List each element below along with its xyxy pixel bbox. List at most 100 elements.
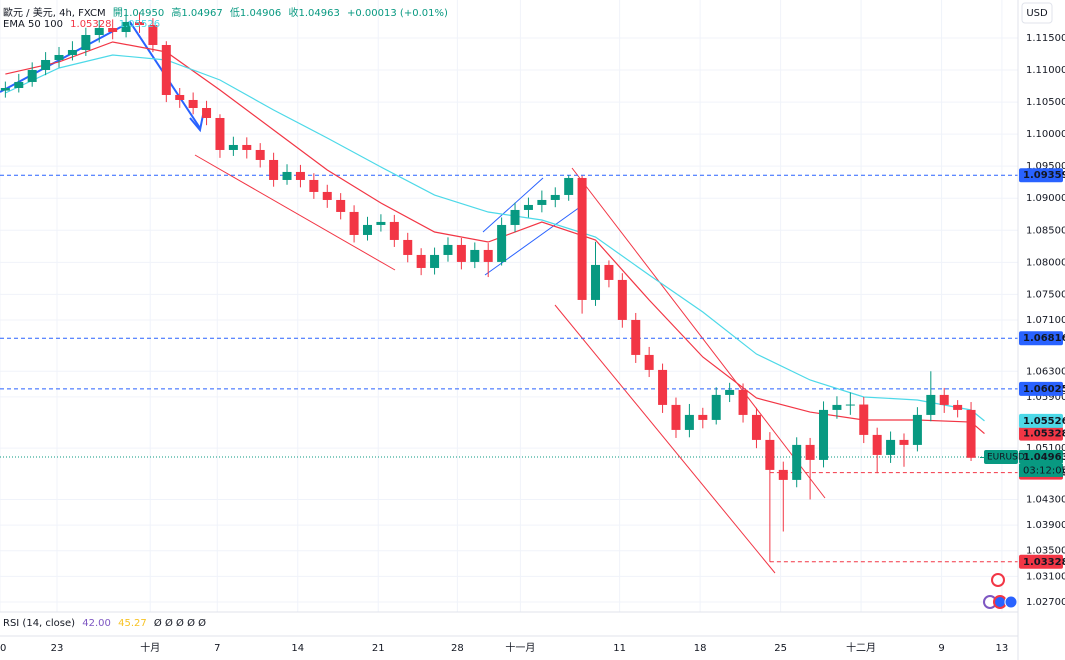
currency-button[interactable] <box>1021 2 1053 24</box>
price-label-box <box>1019 413 1063 428</box>
candle-body <box>711 394 721 420</box>
candle-body <box>376 221 386 225</box>
price-label: 1.09359 <box>1023 170 1065 181</box>
y-tick-label: 1.03900 <box>1026 520 1065 531</box>
x-tick-label: 11 <box>613 643 626 654</box>
candle-body <box>242 144 252 150</box>
x-tick-label: 13 <box>996 643 1009 654</box>
ema-value: 1.05328 <box>70 19 112 30</box>
event-icon[interactable] <box>993 595 1007 609</box>
price-label: 1.04963 <box>1023 452 1065 463</box>
x-tick-label: 21 <box>372 643 385 654</box>
x-tick-label: 28 <box>451 643 464 654</box>
candle-body <box>322 191 332 200</box>
x-tick-label: 00 <box>0 643 6 654</box>
event-icon[interactable] <box>991 573 1005 587</box>
candle-body <box>54 54 64 60</box>
x-tick-label: 25 <box>774 643 787 654</box>
y-tick-label: 1.05100 <box>1026 443 1065 454</box>
candle-body <box>27 69 37 82</box>
grid <box>0 0 1018 612</box>
price-label: 1.03328 <box>1023 557 1065 568</box>
candle-body <box>537 199 547 205</box>
y-tick-label: 1.03500 <box>1026 546 1065 557</box>
currency[interactable]: USD <box>1026 8 1048 19</box>
candle-body <box>470 249 480 262</box>
candle-body <box>148 24 158 45</box>
y-tick-label: 1.08500 <box>1026 225 1065 236</box>
candle-body <box>175 94 185 100</box>
price-label-box <box>1019 168 1063 183</box>
ohlc: 高1.04967 <box>171 8 223 19</box>
indicator-legend: EMA 50 100 1.05328 1.05526 <box>3 19 164 30</box>
y-tick-label: 1.06300 <box>1026 366 1065 377</box>
rsi-extra: Ø Ø Ø Ø Ø <box>153 618 206 629</box>
candle-body <box>604 264 614 280</box>
candle-body <box>94 28 104 35</box>
x-tick-label: 7 <box>214 643 220 654</box>
candle-body <box>845 404 855 406</box>
candle-body <box>765 439 775 470</box>
candle-body <box>658 369 668 405</box>
candle-body <box>228 144 238 150</box>
candle-body <box>0 87 10 91</box>
price-label-box <box>1019 381 1063 396</box>
candle-body <box>456 244 466 262</box>
x-tick-label: 9 <box>938 643 944 654</box>
candle-body <box>362 224 372 235</box>
price-label-box <box>1019 449 1063 464</box>
rsi-legend: RSI (14, close) 42.00 45.27 Ø Ø Ø Ø Ø <box>3 618 210 629</box>
y-tick-label: 1.05900 <box>1026 392 1065 403</box>
price-label-box <box>1019 554 1063 569</box>
rsi-name: RSI (14, close) <box>3 618 76 629</box>
candle-body <box>202 107 212 118</box>
candle-body <box>430 254 440 268</box>
candle-body <box>564 177 574 195</box>
x-tick-label: 十一月 <box>505 641 535 654</box>
candle-body <box>591 264 601 300</box>
candles <box>0 12 989 562</box>
candle-body <box>738 389 748 415</box>
candle-body <box>886 439 896 455</box>
event-icon[interactable] <box>1004 595 1018 609</box>
candle-body <box>161 44 171 95</box>
candle-body <box>309 179 319 192</box>
y-tick-label: 1.10500 <box>1026 97 1065 108</box>
candle-body <box>215 117 225 150</box>
candle-body <box>510 209 520 225</box>
candle-body <box>108 28 118 32</box>
x-tick-label: 十月 <box>140 641 160 654</box>
candle-body <box>134 21 144 25</box>
arrow-head <box>189 114 204 133</box>
event-icons <box>983 573 1018 609</box>
candle-body <box>497 224 507 262</box>
candle-body <box>295 171 305 180</box>
countdown-box <box>1019 463 1063 477</box>
ohlc: 收1.04963 <box>288 8 340 19</box>
candle-body <box>832 404 842 410</box>
candle-body <box>819 409 829 460</box>
y-tick-label: 1.10000 <box>1026 129 1065 140</box>
price-label: 1.06816 <box>1023 333 1065 344</box>
candle-body <box>577 177 587 300</box>
channel-line <box>194 154 396 271</box>
candle-body <box>939 394 949 405</box>
y-tick-label: 1.07100 <box>1026 315 1065 326</box>
price-label: 1.06025 <box>1023 384 1065 395</box>
channel-line <box>554 304 776 574</box>
x-tick-label: 18 <box>694 643 707 654</box>
candle-body <box>483 249 493 262</box>
candle-body <box>416 254 426 268</box>
candle-body <box>725 389 735 395</box>
candle-body <box>617 279 627 320</box>
channel-line <box>482 177 544 233</box>
symbol: 歐元 / 美元, 4h, FXCM <box>3 8 106 19</box>
y-tick-label: 1.03100 <box>1026 571 1065 582</box>
countdown: 03:12:05 <box>1023 465 1065 476</box>
candle-body <box>67 49 77 55</box>
candle-body <box>188 99 198 108</box>
candle-body <box>644 354 654 370</box>
